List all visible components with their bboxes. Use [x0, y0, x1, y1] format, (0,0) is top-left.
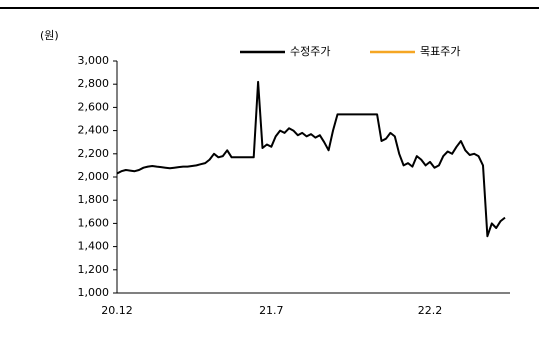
- y-tick-label: 1,400: [78, 240, 110, 253]
- y-tick-label: 1,000: [78, 286, 110, 299]
- y-tick-label: 2,400: [78, 124, 110, 137]
- y-unit: (원): [40, 29, 59, 42]
- y-tick-label: 1,200: [78, 263, 110, 276]
- y-tick-label: 3,000: [78, 54, 110, 67]
- y-tick-label: 2,800: [78, 77, 110, 90]
- x-tick-label: 22.2: [418, 304, 443, 317]
- y-tick-label: 2,200: [78, 147, 110, 160]
- y-tick-label: 1,800: [78, 193, 110, 206]
- x-tick-label: 21.7: [259, 304, 284, 317]
- legend-label: 수정주가: [290, 45, 330, 58]
- y-tick-label: 2,600: [78, 100, 110, 113]
- y-tick-label: 1,600: [78, 216, 110, 229]
- x-tick-label: 20.12: [101, 304, 133, 317]
- line-series: [116, 80, 506, 238]
- legend-label: 목표주가: [420, 45, 460, 58]
- y-tick-label: 2,000: [78, 170, 110, 183]
